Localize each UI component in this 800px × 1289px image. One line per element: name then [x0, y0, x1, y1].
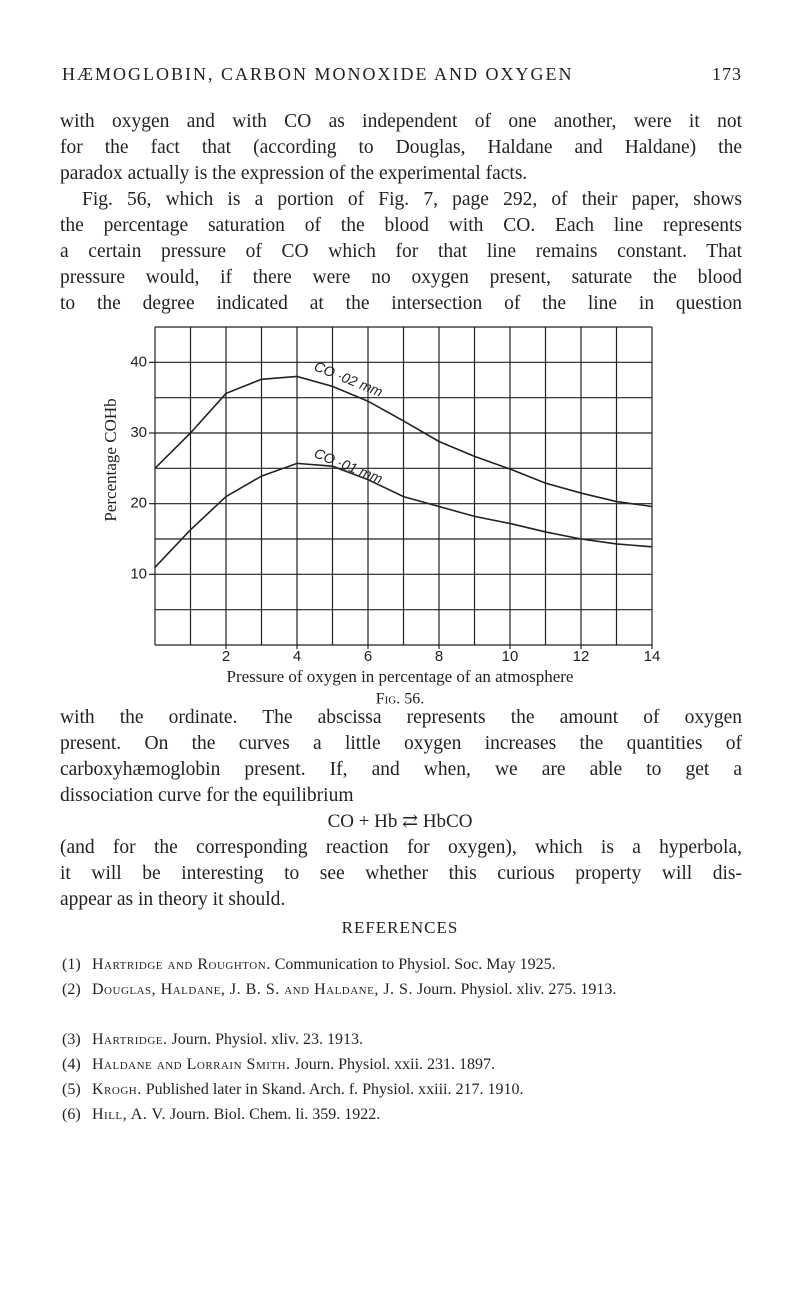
- text-line: Fig. 56, which is a portion of Fig. 7, p…: [82, 189, 742, 210]
- text-line: appear as in theory it should.: [60, 889, 286, 910]
- text-line: to the degree indicated at the intersect…: [60, 293, 742, 314]
- reference-text: Journ. Physiol. xxii. 231. 1897.: [294, 1056, 496, 1073]
- text-line: the percentage saturation of the blood w…: [60, 215, 742, 236]
- y-axis-label: Percentage COHb: [101, 398, 120, 521]
- reference-number: (1): [62, 956, 81, 973]
- text-line: dissociation curve for the equilibrium: [60, 785, 354, 806]
- reference: Haldane and Lorrain Smith. Journ. Physio…: [92, 1052, 742, 1077]
- y-tick-label: 40: [130, 353, 147, 370]
- equation: CO + Hb ⇄ HbCO: [327, 811, 473, 832]
- reference-author: Douglas, Haldane, J. B. S. and Haldane, …: [92, 981, 413, 998]
- reference: Hartridge. Journ. Physiol. xliv. 23. 191…: [92, 1027, 742, 1052]
- reference: Hartridge and Roughton. Communication to…: [92, 952, 742, 977]
- reference-number: (3): [62, 1031, 81, 1048]
- text-line: for the fact that (according to Douglas,…: [60, 137, 742, 158]
- x-axis-label: Pressure of oxygen in percentage of an a…: [227, 667, 574, 686]
- caption: Fig. 56.: [376, 691, 425, 705]
- y-tick-label: 30: [130, 424, 147, 441]
- x-tick-label: 2: [222, 648, 230, 665]
- text-line: pressure would, if there were no oxygen …: [60, 267, 742, 288]
- reference-number: (5): [62, 1081, 81, 1098]
- y-tick-label: 20: [130, 495, 147, 512]
- reference-text: Journ. Physiol. xliv. 275. 1913.: [416, 981, 617, 998]
- text-line: with oxygen and with CO as independent o…: [60, 111, 742, 132]
- text-line: present. On the curves a little oxygen i…: [60, 733, 742, 754]
- reference: Krogh. Published later in Skand. Arch. f…: [92, 1077, 742, 1102]
- x-tick-label: 12: [573, 648, 590, 665]
- reference: Douglas, Haldane, J. B. S. and Haldane, …: [92, 977, 742, 1002]
- reference-author: Haldane and Lorrain Smith.: [92, 1056, 291, 1073]
- x-tick-label: 14: [644, 648, 661, 665]
- text-line: a certain pressure of CO which for that …: [60, 241, 742, 262]
- text-line: with the ordinate. The abscissa represen…: [60, 707, 742, 728]
- reference-text: Journ. Biol. Chem. li. 359. 1922.: [170, 1106, 381, 1123]
- reference-number: (6): [62, 1106, 81, 1123]
- reference-author: Hill, A. V.: [92, 1106, 167, 1123]
- running-title: HÆMOGLOBIN, CARBON MONOXIDE AND OXYGEN: [62, 64, 574, 84]
- reference-author: Hartridge and Roughton.: [92, 956, 271, 973]
- text-line: it will be interesting to see whether th…: [60, 863, 742, 884]
- reference-number: (4): [62, 1056, 81, 1073]
- curve: [154, 375, 653, 508]
- reference-text: Journ. Physiol. xliv. 23. 1913.: [171, 1031, 363, 1048]
- reference-text: Communication to Physiol. Soc. May 1925.: [274, 956, 556, 973]
- y-tick-label: 10: [130, 565, 147, 582]
- text-line: paradox actually is the expression of th…: [60, 163, 528, 184]
- x-tick-label: 8: [435, 648, 443, 665]
- reference-author: Krogh.: [92, 1081, 142, 1098]
- x-tick-label: 6: [364, 648, 372, 665]
- page-number: 173: [712, 64, 742, 84]
- text-line: carboxyhæmoglobin present. If, and when,…: [60, 759, 742, 780]
- text-line: (and for the corresponding reaction for …: [60, 837, 742, 858]
- reference: Hill, A. V. Journ. Biol. Chem. li. 359. …: [92, 1102, 742, 1127]
- figure: Pressure of oxygen in percentage of an a…: [101, 326, 661, 705]
- curve: [154, 462, 653, 568]
- x-tick-label: 4: [293, 648, 301, 665]
- reference-text: Published later in Skand. Arch. f. Physi…: [145, 1081, 524, 1098]
- x-tick-label: 10: [502, 648, 519, 665]
- reference-number: (2): [62, 981, 81, 998]
- reference-author: Hartridge.: [92, 1031, 168, 1048]
- references-title: REFERENCES: [341, 918, 459, 937]
